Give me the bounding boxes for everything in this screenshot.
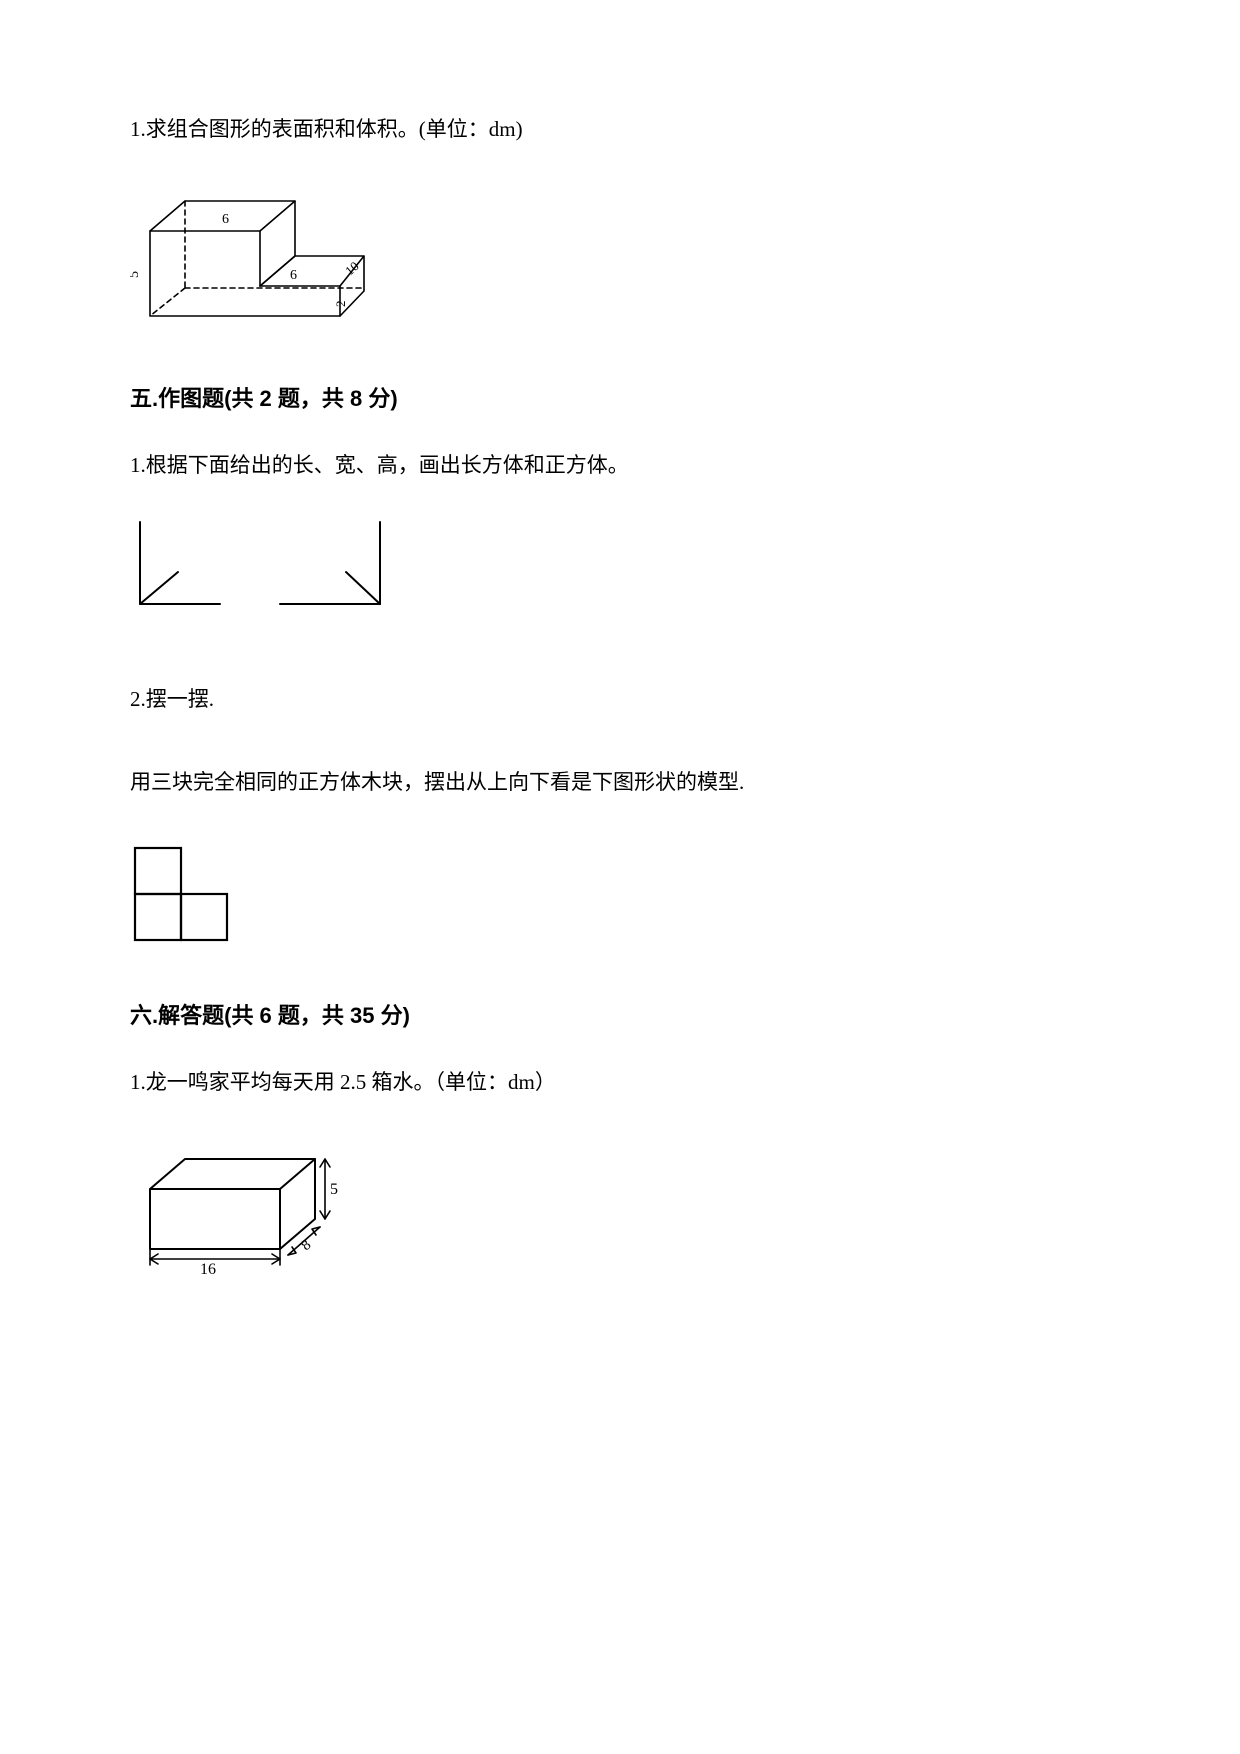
s6-q1-figure: 5 8 16 <box>130 1129 1110 1279</box>
s5-q2-text: 2.摆一摆. <box>130 680 1110 720</box>
label-left-5: 5 <box>130 271 142 278</box>
q1-figure: 5 6 6 10 2 <box>130 176 1110 336</box>
section6-heading: 六.解答题(共 6 题，共 35 分) <box>130 995 1110 1037</box>
s5-q2-desc: 用三块完全相同的正方体木块，摆出从上向下看是下图形状的模型. <box>130 763 1110 803</box>
section5-heading: 五.作图题(共 2 题，共 8 分) <box>130 378 1110 420</box>
label-h-5: 5 <box>330 1181 338 1198</box>
label-step-6: 6 <box>290 268 297 283</box>
s5-q1-figure <box>130 512 1110 622</box>
label-l-16: 16 <box>200 1261 216 1278</box>
page: 1.求组合图形的表面积和体积。(单位：dm) <box>0 0 1240 1754</box>
label-step-h-2: 2 <box>333 300 348 307</box>
label-top-6: 6 <box>222 212 229 227</box>
q1-text: 1.求组合图形的表面积和体积。(单位：dm) <box>130 110 1110 150</box>
s6-q1-text: 1.龙一鸣家平均每天用 2.5 箱水。（单位：dm） <box>130 1063 1110 1103</box>
s5-q2-figure <box>130 843 1110 953</box>
s5-q1-text: 1.根据下面给出的长、宽、高，画出长方体和正方体。 <box>130 446 1110 486</box>
